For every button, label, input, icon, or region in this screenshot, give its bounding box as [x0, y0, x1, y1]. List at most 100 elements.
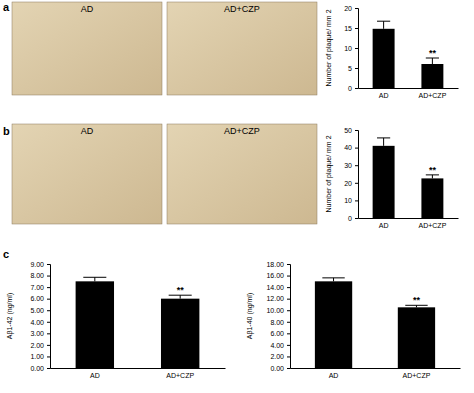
micrograph [167, 124, 317, 224]
bar [421, 178, 443, 218]
tick-label: AD [379, 222, 389, 229]
tick-mark [47, 356, 50, 357]
tick: 16.00 [266, 272, 290, 279]
tick: 15 [344, 25, 358, 32]
micrograph [12, 124, 162, 224]
tick: AD+CZP [166, 368, 194, 379]
tick: 10 [344, 197, 358, 204]
axis-line [51, 368, 226, 369]
chart: 05101520ADAD+CZPNumber of plaque/ mm 2** [325, 5, 459, 99]
axis-line [287, 265, 291, 369]
tick-label: 7.00 [30, 284, 44, 291]
error-bar [322, 278, 344, 281]
plot-area [373, 21, 444, 88]
error-bar-stem [432, 175, 433, 179]
tick-label: 0 [348, 85, 352, 92]
tick: AD+CZP [418, 88, 446, 99]
tick-label: 10.00 [266, 307, 284, 314]
error-bar [405, 305, 427, 307]
tick-label: 3.00 [30, 330, 44, 337]
tick: 2.00 [270, 353, 290, 360]
annotation: ** [429, 165, 437, 175]
tick-mark [47, 333, 50, 334]
panel-label: a [3, 1, 10, 13]
x-axis: AD AD+CZP [51, 368, 226, 379]
chart: 0.002.004.006.008.0010.0012.0014.0016.00… [246, 261, 461, 379]
micrograph [12, 2, 162, 95]
axis-title: Aβ1-42 (ng/ml) [6, 293, 14, 339]
tick: 1.00 [30, 353, 50, 360]
tick-mark [287, 276, 290, 277]
panel-label: c [3, 248, 9, 260]
tick: 14.00 [266, 284, 290, 291]
bar [161, 299, 199, 368]
tick: 6.00 [270, 330, 290, 337]
x-axis: AD AD+CZP [359, 218, 459, 229]
tick: AD [379, 218, 389, 229]
tick-mark [47, 276, 50, 277]
tick-mark [355, 48, 358, 49]
tick-mark [47, 322, 50, 323]
axis-line [359, 88, 459, 89]
tick: AD [90, 368, 100, 379]
tick-label: AD+CZP [418, 222, 446, 229]
tick-mark [47, 287, 50, 288]
image-label: AD+CZP [224, 126, 260, 136]
bar [398, 307, 435, 368]
tick: 10.00 [266, 307, 290, 314]
tick-mark [47, 345, 50, 346]
chart: 0.00 1.00 2.00 3.00 4.00 5.00 6.00 7.00 8.00 9.00… [6, 261, 226, 379]
bar [373, 146, 395, 218]
tick-mark [287, 287, 290, 288]
error-bar-cap [322, 277, 344, 278]
bar [76, 281, 114, 368]
tick: 40 [344, 144, 358, 151]
tick-label: 16.00 [266, 272, 284, 279]
axis-line [355, 9, 359, 89]
tick-label: AD+CZP [403, 372, 431, 379]
annotation: ** [413, 295, 421, 305]
tick-label: 12.00 [266, 295, 284, 302]
tick: AD+CZP [403, 368, 431, 379]
tick-mark [355, 8, 358, 9]
tick: 0 [348, 85, 358, 92]
tick-label: 0 [348, 215, 352, 222]
micrograph [167, 2, 317, 95]
tick-mark [287, 264, 290, 265]
tick-mark [287, 345, 290, 346]
tick-mark [47, 310, 50, 311]
y-axis: 0.00 1.00 2.00 3.00 4.00 5.00 6.00 7.00 8.00 9.00 [30, 261, 50, 372]
tick: 8.00 [270, 319, 290, 326]
tick-label: 15 [344, 25, 352, 32]
tick: 5.00 [30, 307, 50, 314]
axis-line [47, 265, 51, 369]
tick-label: AD+CZP [418, 92, 446, 99]
image-label: AD+CZP [224, 4, 260, 14]
axis-title: Number of plaque/ mm 2 [325, 135, 333, 212]
tick-mark [355, 165, 358, 166]
tick-label: 2.00 [30, 342, 44, 349]
tick-label: 30 [344, 162, 352, 169]
error-bar [426, 58, 439, 64]
error-bar-stem [180, 295, 181, 298]
image-label: AD [81, 4, 94, 14]
error-bar [377, 138, 390, 146]
tick-label: 9.00 [30, 261, 44, 268]
tick: 0.00 [30, 365, 50, 372]
error-bar-stem [432, 58, 433, 64]
figure: abcADAD+CZPADAD+CZP05101520ADAD+CZPNumbe… [0, 0, 474, 393]
tick-label: 0.00 [30, 365, 44, 372]
tick: 50 [344, 127, 358, 134]
error-bar [169, 295, 192, 298]
tick-mark [287, 356, 290, 357]
axis-title: Number of plaque/ mm 2 [325, 9, 333, 86]
y-axis: 0.002.004.006.008.0010.0012.0014.0016.00… [266, 261, 290, 372]
tick-mark [355, 130, 358, 131]
tick-label: 4.00 [270, 342, 284, 349]
tick: 8.00 [30, 272, 50, 279]
tick-label: 4.00 [30, 319, 44, 326]
tick-label: 20 [344, 5, 352, 12]
tick-label: 6.00 [270, 330, 284, 337]
tick: 30 [344, 162, 358, 169]
tick: 6.00 [30, 295, 50, 302]
